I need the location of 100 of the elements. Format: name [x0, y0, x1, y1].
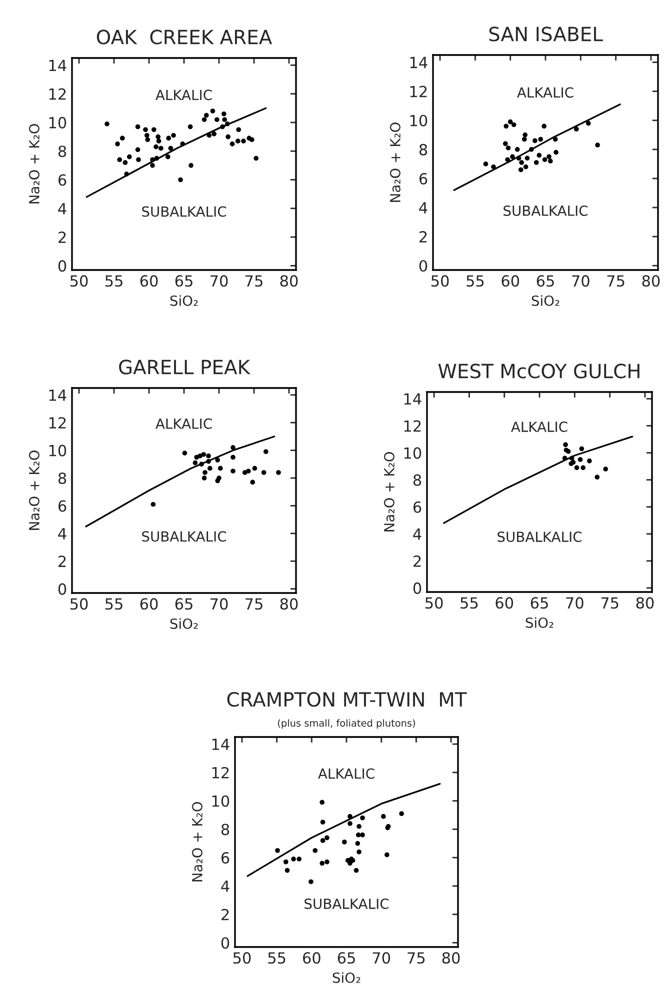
x-tick-label: 55: [466, 275, 484, 287]
point: [165, 154, 170, 160]
x-tick-label: 80: [642, 275, 660, 287]
chart-title: CRAMPTON MT-TWIN MT: [227, 692, 467, 707]
y-tick-label: 14: [410, 56, 428, 68]
line-series: [443, 436, 634, 524]
point: [574, 126, 579, 132]
point: [532, 138, 538, 144]
point: [135, 147, 140, 152]
point: [283, 859, 288, 864]
annotation: ALKALIC: [517, 87, 574, 98]
point: [230, 468, 236, 474]
point: [235, 138, 240, 144]
point: [522, 136, 527, 142]
point: [554, 150, 558, 155]
point: [158, 146, 164, 151]
point: [145, 137, 150, 142]
annotation: ALKALIC: [156, 90, 212, 100]
point: [355, 841, 360, 846]
x-tick-label: 65: [530, 597, 548, 609]
y-tick-label: 4: [419, 202, 428, 214]
y-tick-label: 12: [212, 766, 229, 778]
point: [522, 132, 528, 138]
point: [503, 141, 508, 146]
point: [202, 470, 208, 475]
point: [252, 466, 258, 471]
x-tick-label: 50: [70, 598, 88, 610]
chart-subtitle: (plus small, foliated plutons): [278, 719, 415, 729]
y-tick-label: 10: [49, 116, 66, 128]
annotation: SUBALKALIC: [142, 531, 226, 542]
x-tick-label: 70: [210, 275, 228, 287]
chart-title: OAK CREEK AREA: [96, 30, 272, 44]
y-tick-label: 0: [58, 260, 66, 272]
y-tick-label: 10: [49, 444, 66, 456]
point: [215, 478, 220, 484]
y-tick-label: 10: [410, 114, 428, 126]
x-tick-label: 65: [536, 275, 554, 287]
point: [144, 132, 150, 138]
x-axis-title: SiO₂: [170, 618, 198, 629]
point: [246, 468, 251, 474]
point: [579, 446, 584, 452]
point: [536, 152, 542, 158]
point: [222, 117, 228, 122]
x-tick-label: 60: [140, 598, 158, 610]
point: [210, 108, 216, 114]
point: [491, 164, 496, 170]
x-tick-label: 80: [280, 598, 298, 610]
y-tick-label: 6: [419, 172, 428, 184]
point: [548, 158, 553, 164]
x-tick-label: 55: [268, 952, 286, 964]
point: [254, 156, 259, 161]
point: [320, 860, 325, 866]
point: [143, 127, 148, 132]
x-tick-label: 70: [372, 952, 390, 964]
annotation: SUBALKALIC: [304, 898, 389, 910]
x-tick-label: 80: [636, 597, 654, 609]
y-axis-title: Na₂O + K₂O: [28, 450, 40, 530]
x-tick-label: 75: [246, 275, 262, 287]
chart-title: GARELL PEAK: [119, 360, 250, 374]
point: [574, 465, 580, 470]
x-tick-label: 50: [431, 275, 449, 287]
x-tick-label: 55: [105, 275, 122, 287]
y-axis-title: Na₂O + K₂O: [28, 124, 40, 204]
point: [354, 868, 359, 873]
point: [236, 127, 242, 132]
y-tick-label: 4: [58, 203, 66, 214]
y-tick-label: 12: [410, 86, 427, 98]
point: [275, 848, 280, 853]
point: [207, 466, 212, 471]
annotation: ALKALIC: [511, 422, 568, 432]
x-tick-label: 55: [105, 598, 122, 610]
point: [115, 142, 120, 146]
x-tick-label: 65: [175, 598, 192, 610]
chart-title: SAN ISABEL: [489, 26, 603, 42]
x-tick-label: 75: [601, 597, 618, 609]
y-tick-label: 6: [221, 852, 230, 864]
y-tick-label: 4: [58, 528, 66, 540]
line-series: [85, 436, 276, 528]
point: [348, 821, 352, 826]
x-tick-label: 50: [425, 597, 443, 609]
y-tick-label: 12: [49, 417, 66, 428]
point: [218, 466, 223, 471]
y-tick-label: 2: [420, 231, 427, 242]
point: [276, 470, 281, 475]
y-tick-label: 6: [413, 501, 422, 513]
point: [542, 157, 548, 162]
y-tick-label: 4: [221, 880, 230, 892]
x-axis-title: SiO₂: [170, 295, 198, 306]
point: [201, 452, 206, 457]
point: [230, 142, 235, 146]
point: [538, 136, 543, 142]
point: [524, 156, 530, 161]
y-tick-label: 10: [404, 447, 422, 459]
point: [166, 136, 172, 141]
point: [202, 117, 207, 122]
point: [360, 832, 365, 838]
point: [510, 154, 515, 160]
line-series: [246, 782, 441, 877]
point: [178, 177, 183, 182]
point: [523, 164, 528, 170]
